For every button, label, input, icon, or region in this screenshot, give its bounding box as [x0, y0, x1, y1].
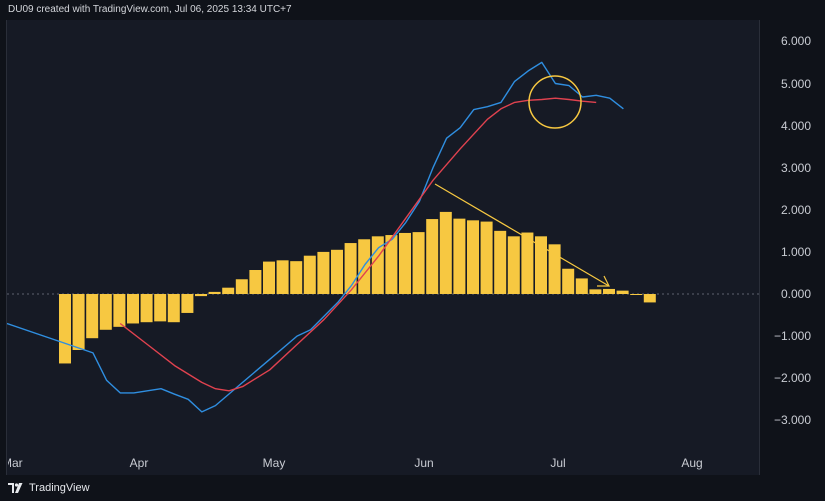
x-tick: Mar — [2, 456, 23, 470]
histogram-bar — [276, 260, 289, 294]
annotation-arrow-head — [597, 275, 610, 287]
x-tick: Jun — [414, 456, 434, 470]
macd-chart — [7, 61, 759, 413]
y-tick: −2.000 — [773, 371, 811, 386]
y-tick: 5.000 — [780, 76, 811, 91]
histogram-bar — [249, 270, 262, 294]
histogram-bar — [535, 236, 547, 294]
x-tick: Jul — [550, 456, 566, 470]
tradingview-logo-icon — [8, 483, 23, 493]
histogram-bar — [235, 279, 248, 294]
histogram-bar — [113, 294, 126, 327]
histogram-bar — [154, 294, 167, 322]
y-tick: 2.000 — [780, 202, 811, 217]
histogram-bar — [439, 211, 452, 294]
macd-line — [7, 61, 624, 413]
annotation-circle — [528, 75, 582, 129]
histogram-bar — [603, 288, 615, 294]
tradingview-logo[interactable]: TradingView — [8, 482, 90, 494]
y-tick: −1.000 — [773, 329, 811, 344]
histogram-bar — [616, 290, 629, 294]
histogram-bar — [140, 294, 153, 323]
histogram-bar — [303, 255, 316, 294]
chart-plot-area[interactable] — [6, 20, 760, 475]
histogram-bar — [99, 294, 112, 330]
histogram-bar — [453, 218, 466, 294]
histogram-bar — [494, 230, 507, 294]
histogram-bar — [426, 219, 439, 294]
histogram-bar — [385, 235, 398, 294]
histogram-bar — [86, 294, 99, 339]
histogram-bar — [589, 289, 602, 294]
histogram-bar — [222, 287, 235, 294]
histogram-bar — [208, 291, 221, 294]
y-tick: 0.000 — [780, 287, 811, 301]
histogram-bar — [331, 249, 343, 294]
histogram-bar — [630, 294, 643, 295]
time-axis[interactable]: Mar Apr May Jun Jul Aug — [6, 451, 758, 475]
histogram-bar — [467, 220, 479, 294]
histogram-bar — [167, 294, 180, 323]
y-tick: 4.000 — [780, 118, 811, 133]
chart-caption: DU09 created with TradingView.com, Jul 0… — [8, 4, 292, 15]
y-tick: 3.000 — [780, 160, 811, 175]
histogram-bar — [562, 268, 575, 294]
annotation-arrow — [434, 183, 610, 287]
brand-name: TradingView — [29, 482, 90, 494]
histogram-bar — [263, 261, 275, 294]
x-tick: Aug — [681, 456, 703, 470]
histogram-bar — [399, 232, 411, 294]
histogram-bar — [521, 232, 534, 294]
histogram-bar — [575, 278, 588, 294]
chart-header: DU09 created with TradingView.com, Jul 0… — [0, 0, 825, 20]
x-tick: Apr — [129, 456, 149, 470]
histogram-bar — [371, 236, 384, 294]
y-tick: 1.000 — [780, 244, 811, 259]
chart-footer: TradingView — [0, 475, 825, 501]
price-axis[interactable]: 6.000 5.000 4.000 3.000 2.000 1.000 0.00… — [758, 20, 825, 475]
histogram-bar — [480, 221, 493, 294]
y-tick: −3.000 — [773, 413, 811, 428]
histogram-bar — [412, 232, 425, 294]
histogram-bar — [195, 294, 207, 297]
histogram-bar — [181, 294, 194, 313]
histogram-bar — [507, 236, 520, 294]
histogram-bar — [290, 261, 303, 294]
y-tick: 6.000 — [780, 34, 811, 49]
histogram-bar — [127, 294, 139, 324]
x-tick: May — [262, 456, 286, 470]
histogram-bar — [59, 294, 71, 364]
histogram-bar — [643, 294, 656, 303]
histogram-bar — [548, 244, 561, 294]
signal-line — [119, 97, 597, 392]
histogram-bar — [317, 251, 330, 294]
histogram-bar — [72, 294, 85, 350]
